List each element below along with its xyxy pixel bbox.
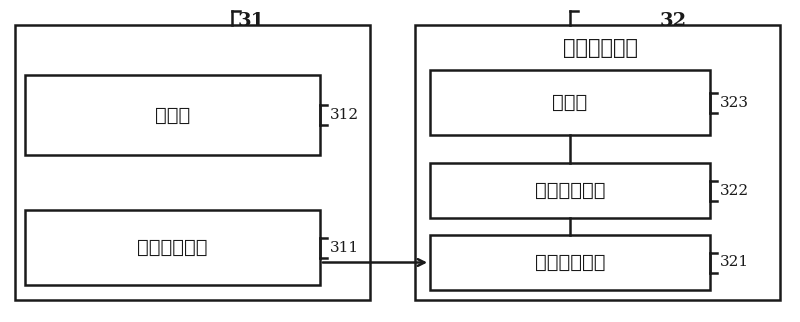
Text: 计算处理设备: 计算处理设备: [562, 38, 638, 58]
Bar: [15, 25, 370, 300]
Text: 第一计算单元: 第一计算单元: [534, 253, 606, 272]
Text: 数模转换电路: 数模转换电路: [138, 238, 208, 257]
Text: 312: 312: [330, 108, 359, 122]
Bar: [430, 163, 710, 218]
Text: 31: 31: [238, 12, 266, 30]
Text: 311: 311: [330, 241, 359, 254]
Bar: [415, 25, 780, 300]
Text: 显示器: 显示器: [155, 106, 190, 125]
Text: 存储器: 存储器: [552, 93, 588, 112]
Text: 32: 32: [660, 12, 687, 30]
Bar: [430, 235, 710, 290]
Text: 第二计算单元: 第二计算单元: [534, 181, 606, 200]
Text: 321: 321: [720, 255, 749, 270]
Bar: [25, 210, 320, 285]
Bar: [25, 75, 320, 155]
Text: 323: 323: [720, 96, 749, 109]
Bar: [430, 70, 710, 135]
Text: 322: 322: [720, 184, 749, 197]
